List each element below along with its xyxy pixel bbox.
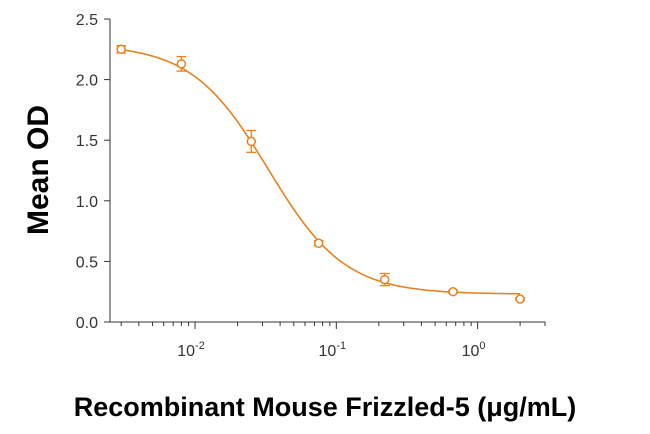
x-tick-label: 100 — [462, 340, 486, 360]
x-tick-label: 10-2 — [177, 340, 205, 360]
data-point — [448, 286, 458, 297]
data-points — [116, 44, 526, 304]
y-axis-title: Mean OD — [22, 105, 55, 235]
axis-ticks: 0.0 0.5 1.0 1.5 2.0 2.5 10-2 10-1 100 — [76, 12, 546, 360]
data-point — [313, 238, 324, 248]
y-tick-label: 1.5 — [76, 133, 98, 150]
y-tick-label: 2.0 — [76, 73, 98, 90]
x-axis-title: Recombinant Mouse Frizzled-5 (μg/mL) — [74, 392, 577, 422]
y-tick-label: 0.0 — [76, 315, 98, 332]
data-point — [379, 274, 390, 285]
data-point — [515, 294, 525, 304]
data-point — [246, 136, 257, 147]
data-point — [176, 59, 187, 69]
y-tick-label: 1.0 — [76, 194, 98, 211]
fit-curve — [121, 48, 521, 295]
y-tick-label: 2.5 — [76, 12, 98, 29]
data-point — [116, 44, 126, 55]
x-tick-label: 10-1 — [319, 340, 347, 360]
y-tick-label: 0.5 — [76, 254, 98, 271]
